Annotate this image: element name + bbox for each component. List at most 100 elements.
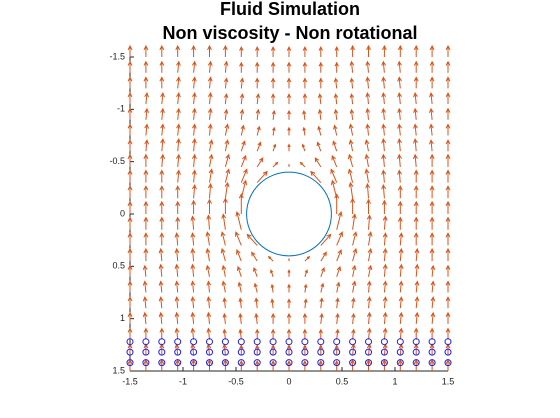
velocity-arrow: [445, 232, 451, 246]
particle: [221, 338, 229, 346]
y-tick-label: 1: [120, 313, 125, 323]
velocity-arrow: [238, 297, 243, 309]
velocity-arrow: [224, 168, 231, 183]
velocity-arrow: [333, 124, 338, 136]
velocity-arrow: [142, 280, 148, 293]
particle: [269, 359, 277, 367]
velocity-arrow: [413, 76, 419, 89]
velocity-arrow: [318, 328, 323, 340]
velocity-arrow: [238, 193, 244, 214]
cylinder: [246, 171, 332, 257]
velocity-arrow: [365, 107, 371, 120]
velocity-arrow: [398, 232, 404, 246]
velocity-arrow: [397, 60, 402, 73]
velocity-arrow: [176, 153, 181, 167]
velocity-arrow: [254, 297, 259, 309]
velocity-arrow: [239, 61, 244, 73]
velocity-arrow: [413, 169, 419, 183]
velocity-arrow: [191, 91, 197, 105]
velocity-arrow: [143, 153, 149, 167]
velocity-arrow: [255, 93, 261, 105]
velocity-arrow: [158, 247, 164, 262]
particle: [253, 338, 261, 346]
velocity-arrow: [381, 60, 387, 73]
velocity-arrow: [430, 296, 436, 309]
velocity-arrow: [366, 296, 372, 309]
velocity-arrow: [207, 182, 213, 199]
velocity-arrow: [207, 60, 213, 73]
velocity-arrow: [366, 327, 372, 340]
velocity-arrow: [301, 143, 306, 152]
velocity-arrow: [270, 344, 276, 356]
velocity-arrow: [256, 170, 268, 183]
particle: [142, 348, 150, 356]
velocity-arrow: [127, 216, 133, 230]
velocity-arrow: [286, 45, 292, 57]
velocity-arrow: [251, 251, 258, 262]
velocity-arrow: [127, 139, 133, 152]
velocity-arrow: [239, 45, 244, 57]
velocity-arrow: [349, 77, 355, 89]
velocity-arrow: [366, 214, 372, 230]
velocity-arrow: [445, 60, 451, 73]
particle: [269, 338, 277, 346]
velocity-arrow: [272, 143, 277, 152]
velocity-arrow: [239, 344, 244, 356]
velocity-arrow: [445, 91, 451, 105]
particle: [412, 348, 420, 356]
velocity-arrow: [143, 232, 149, 246]
velocity-arrow: [445, 169, 451, 183]
velocity-arrow: [367, 264, 373, 277]
velocity-arrow: [352, 231, 358, 246]
velocity-arrow: [240, 168, 248, 183]
velocity-arrow: [333, 77, 339, 89]
particle: [317, 359, 325, 367]
velocity-arrow: [270, 77, 276, 89]
velocity-arrow: [397, 91, 402, 105]
velocity-arrow: [445, 139, 451, 152]
velocity-arrow: [348, 123, 354, 136]
velocity-arrow: [127, 247, 133, 262]
particle: [365, 348, 372, 356]
velocity-arrow: [223, 60, 229, 73]
particle: [412, 338, 420, 346]
velocity-arrow: [429, 60, 435, 73]
velocity-arrow: [127, 185, 133, 199]
velocity-arrow: [143, 327, 149, 340]
particle: [253, 348, 261, 356]
velocity-arrow: [234, 231, 242, 246]
chart-title: Fluid Simulation: [220, 0, 360, 19]
velocity-arrow: [331, 154, 338, 168]
velocity-arrow: [238, 328, 243, 340]
velocity-arrow: [352, 247, 358, 262]
velocity-arrow: [255, 344, 260, 356]
velocity-arrow: [142, 264, 148, 277]
velocity-arrow: [302, 328, 308, 340]
velocity-arrow: [304, 269, 308, 277]
velocity-arrow: [208, 168, 214, 183]
velocity-arrow: [336, 249, 342, 262]
x-tick-label: -1: [179, 376, 187, 386]
particle: [158, 359, 166, 367]
velocity-arrow: [429, 327, 435, 340]
velocity-arrow: [334, 193, 340, 214]
velocity-arrow: [205, 264, 211, 277]
velocity-arrow: [367, 247, 373, 262]
velocity-arrow: [191, 153, 197, 167]
y-tick-label: 0: [120, 208, 125, 218]
velocity-arrow: [254, 312, 259, 324]
velocity-arrow: [159, 76, 165, 89]
particle: [349, 338, 357, 346]
velocity-arrow: [413, 44, 419, 57]
velocity-arrow: [176, 123, 181, 136]
velocity-arrow: [397, 44, 403, 57]
velocity-arrow: [222, 297, 227, 309]
velocity-arrow: [144, 123, 150, 136]
velocity-arrow: [382, 247, 388, 262]
velocity-arrow: [347, 153, 354, 168]
velocity-arrow: [143, 76, 149, 89]
velocity-arrow: [175, 216, 181, 230]
velocity-arrow: [445, 200, 451, 214]
velocity-arrow: [333, 93, 339, 105]
velocity-arrow: [235, 211, 242, 230]
